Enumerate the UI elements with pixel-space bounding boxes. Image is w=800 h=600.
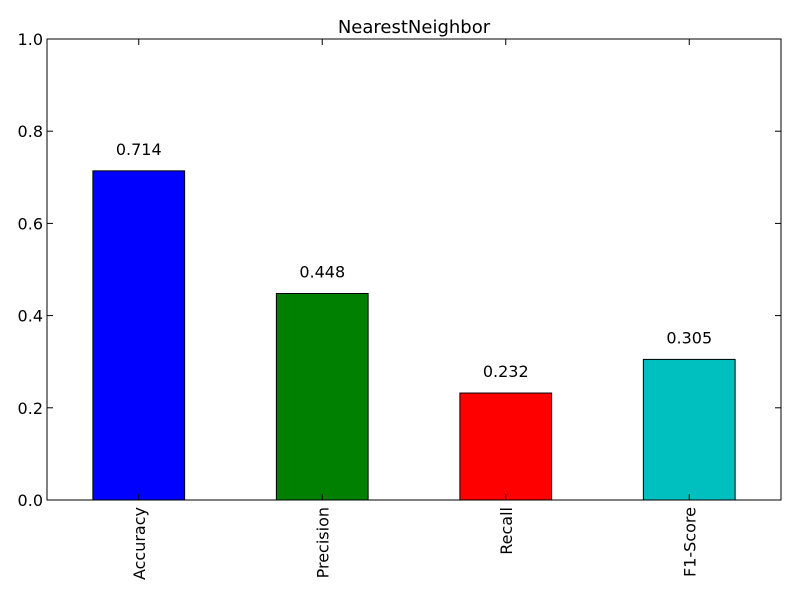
y-tick-label: 1.0 <box>18 30 43 49</box>
y-tick-label: 0.4 <box>18 307 43 326</box>
y-tick-label: 0.2 <box>18 399 43 418</box>
y-tick-label: 0.0 <box>18 491 43 510</box>
x-tick-label: Accuracy <box>130 507 149 580</box>
data-label: 0.232 <box>483 362 529 381</box>
data-labels-layer: 0.714 0.448 0.232 0.305 <box>116 140 712 381</box>
x-tick-label: F1-Score <box>680 507 699 577</box>
data-label: 0.305 <box>666 328 712 347</box>
data-label: 0.448 <box>299 262 345 281</box>
bars-layer <box>92 170 736 501</box>
bar-recall <box>459 392 553 501</box>
data-label: 0.714 <box>116 140 162 159</box>
x-tick-label: Precision <box>313 507 332 578</box>
axes-frame <box>46 38 782 501</box>
chart-title: NearestNeighbor <box>338 17 491 38</box>
bar-f1-score <box>642 358 736 501</box>
y-tick-label: 0.8 <box>18 122 43 141</box>
bar-precision <box>275 292 369 501</box>
ticks-layer: Accuracy Precision Recall F1-Score 0.0 0.2 0.4… <box>18 30 781 580</box>
y-tick-label: 0.6 <box>18 214 43 233</box>
bar-accuracy <box>92 170 186 501</box>
x-tick-label: Recall <box>497 507 516 555</box>
